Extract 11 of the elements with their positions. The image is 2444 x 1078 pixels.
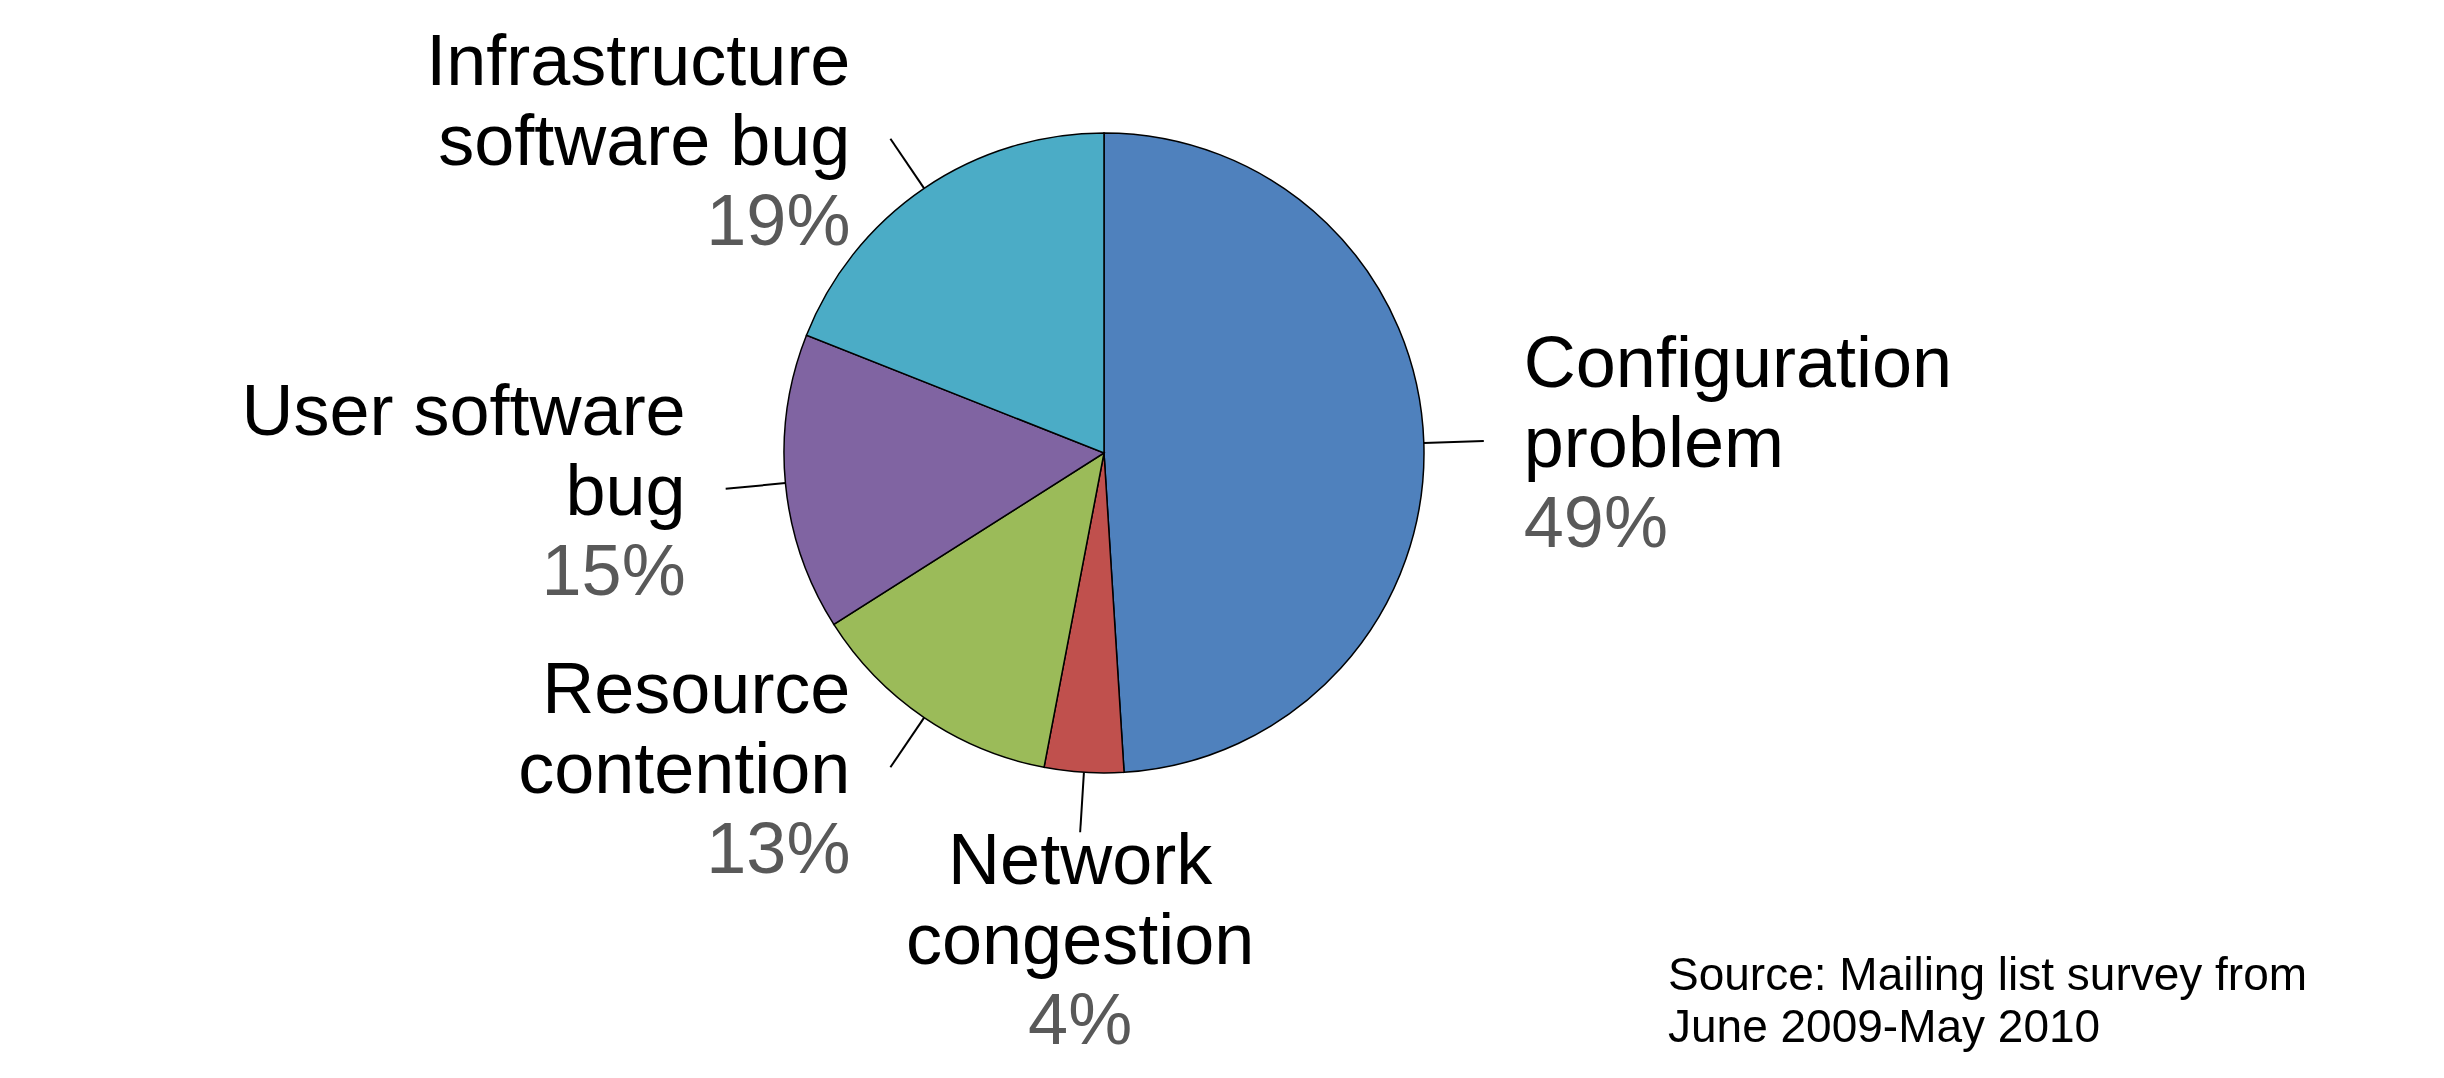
slice-label: Resource contention <box>518 648 851 809</box>
data-label: 15% <box>541 529 686 610</box>
slice-label: Infrastructure software bug <box>426 19 851 180</box>
slice-label: Network congestion <box>906 819 1255 979</box>
data-label: 4% <box>1028 979 1133 1059</box>
source-note: Source: Mailing list survey from June 2009-May 2010 <box>1668 948 2309 1052</box>
data-label: 19% <box>706 179 851 260</box>
data-label: 49% <box>1523 482 1668 563</box>
slice-label: User software bug <box>241 369 686 530</box>
slice-label: Configuration problem <box>1523 322 1953 483</box>
data-label: 13% <box>706 808 851 889</box>
